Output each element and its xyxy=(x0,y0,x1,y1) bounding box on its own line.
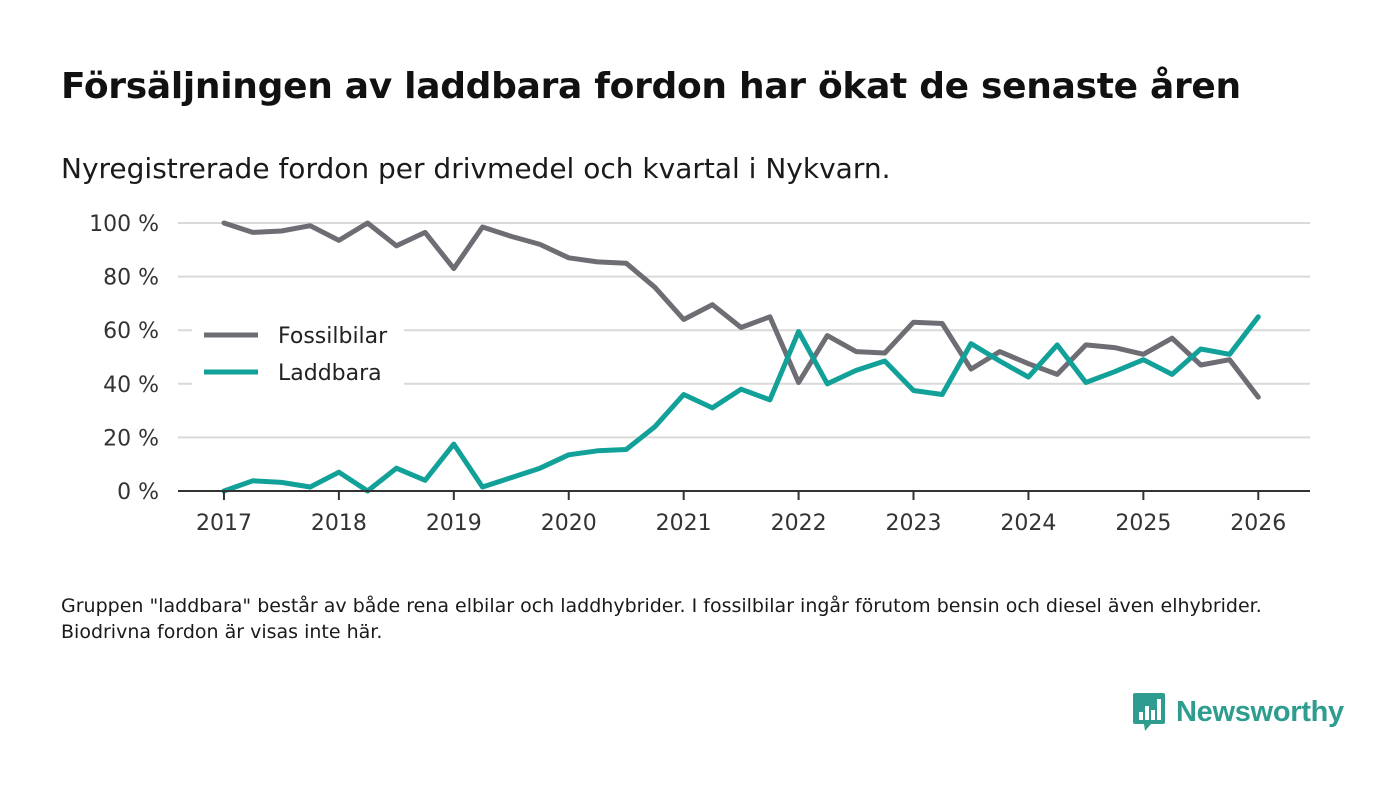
y-tick-label: 40 % xyxy=(103,373,159,398)
y-tick-label: 100 % xyxy=(89,212,159,237)
legend-label-laddbara: Laddbara xyxy=(278,361,382,386)
axes: 0 % 20 % 40 % 60 % 80 % 100 % 2017 2018 2019 2020… xyxy=(89,212,1310,536)
x-tick-label: 2017 xyxy=(196,511,252,536)
x-tick-label: 2021 xyxy=(656,511,712,536)
x-tick-label: 2019 xyxy=(426,511,482,536)
chart-title: Försäljningen av laddbara fordon har öka… xyxy=(61,66,1241,107)
x-tick-label: 2026 xyxy=(1230,511,1286,536)
x-tick-label: 2025 xyxy=(1115,511,1171,536)
chart-subtitle: Nyregistrerade fordon per drivmedel och … xyxy=(61,152,891,185)
legend: Fossilbilar Laddbara xyxy=(192,313,404,395)
line-chart: 0 % 20 % 40 % 60 % 80 % 100 % 2017 2018 2019 2020… xyxy=(89,212,1310,536)
series-line-laddbara xyxy=(221,314,1261,494)
y-tick-label: 20 % xyxy=(103,426,159,451)
x-tick-label: 2023 xyxy=(886,511,942,536)
series-line-fossilbilar xyxy=(221,220,1261,400)
x-tick-label: 2018 xyxy=(311,511,367,536)
brand-logo[interactable]: Newsworthy xyxy=(1132,692,1344,732)
brand-name: Newsworthy xyxy=(1176,695,1344,728)
newsworthy-logo-icon xyxy=(1133,693,1165,731)
footnote: Gruppen "laddbara" består av både rena e… xyxy=(61,595,1262,643)
x-tick-label: 2020 xyxy=(541,511,597,536)
y-tick-label: 0 % xyxy=(117,480,159,505)
x-tick-label: 2022 xyxy=(771,511,827,536)
y-tick-label: 80 % xyxy=(103,266,159,291)
legend-background xyxy=(192,313,404,395)
x-tick-label: 2024 xyxy=(1000,511,1056,536)
series-lines xyxy=(221,220,1261,494)
y-tick-label: 60 % xyxy=(103,319,159,344)
legend-label-fossilbilar: Fossilbilar xyxy=(278,324,388,349)
